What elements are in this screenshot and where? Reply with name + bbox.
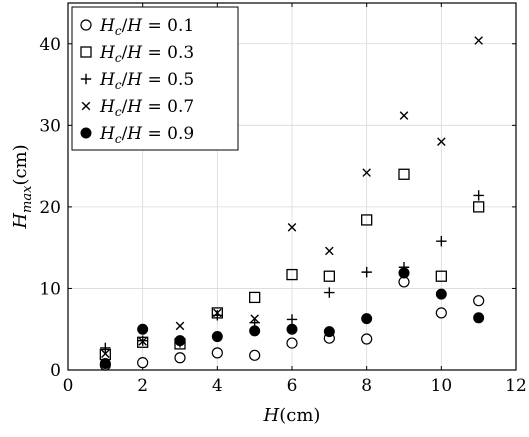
x-tick-label: 10 bbox=[431, 376, 453, 396]
data-point bbox=[137, 357, 149, 369]
series-1 bbox=[99, 168, 485, 361]
legend-marker bbox=[81, 101, 91, 111]
data-point bbox=[101, 349, 110, 358]
data-point bbox=[361, 214, 373, 226]
legend: Hc/H = 0.1 Hc/H = 0.3 Hc/H = 0.5 Hc/H = 0.7… bbox=[71, 6, 239, 151]
y-tick-label: 20 bbox=[39, 198, 61, 218]
data-point bbox=[473, 295, 485, 307]
data-point bbox=[174, 335, 186, 347]
data-point bbox=[212, 310, 223, 321]
y-tick-label: 40 bbox=[39, 35, 61, 55]
data-point bbox=[324, 287, 335, 298]
y-axis-label: Hmax(cm) bbox=[10, 144, 35, 229]
data-point bbox=[286, 314, 298, 325]
legend-label: Hc/H = 0.7 bbox=[99, 97, 194, 119]
x-tick-label: 12 bbox=[505, 376, 527, 396]
data-point bbox=[361, 266, 372, 278]
x-axis-label: H(cm) bbox=[263, 405, 321, 426]
data-point bbox=[437, 137, 446, 146]
x-tick-label: 8 bbox=[361, 376, 372, 396]
legend-marker bbox=[80, 73, 92, 85]
x-tick-label: 6 bbox=[287, 376, 298, 396]
data-point bbox=[286, 323, 298, 335]
legend-label: Hc/H = 0.1 bbox=[99, 16, 194, 38]
series-4 bbox=[99, 267, 485, 369]
legend-box bbox=[71, 6, 239, 151]
data-point bbox=[99, 357, 111, 369]
plot-frame bbox=[67, 2, 517, 371]
data-point bbox=[399, 111, 409, 120]
legend-label: Hc/H = 0.5 bbox=[99, 70, 194, 92]
data-point bbox=[211, 331, 223, 343]
data-point bbox=[323, 270, 335, 282]
data-point bbox=[474, 36, 483, 45]
legend-label: Hc/H = 0.9 bbox=[99, 124, 194, 146]
y-tick-label: 10 bbox=[39, 279, 61, 299]
data-point bbox=[398, 168, 410, 180]
series-3 bbox=[101, 36, 483, 358]
data-point bbox=[100, 342, 111, 354]
data-point bbox=[325, 246, 334, 256]
data-point bbox=[361, 333, 373, 345]
data-point bbox=[473, 190, 484, 201]
y-tick-label: 0 bbox=[50, 361, 61, 381]
x-tick-label: 2 bbox=[137, 376, 148, 396]
y-tick-label: 30 bbox=[39, 116, 61, 136]
data-point bbox=[436, 235, 447, 247]
data-point bbox=[138, 337, 147, 346]
data-point bbox=[361, 313, 373, 325]
legend-label: Hc/H = 0.3 bbox=[99, 43, 194, 65]
data-point bbox=[473, 201, 485, 213]
data-point bbox=[362, 168, 371, 177]
data-point bbox=[435, 270, 447, 282]
x-tick-label: 4 bbox=[212, 376, 223, 396]
data-point bbox=[286, 337, 298, 349]
data-point bbox=[249, 349, 261, 361]
data-point bbox=[249, 325, 261, 337]
data-point bbox=[323, 326, 335, 338]
data-point bbox=[473, 312, 485, 324]
data-point bbox=[435, 288, 447, 300]
data-point bbox=[211, 347, 223, 359]
x-tick-label: 0 bbox=[63, 376, 74, 396]
data-point bbox=[249, 291, 261, 304]
data-point bbox=[287, 222, 297, 232]
data-points bbox=[99, 36, 485, 371]
data-point bbox=[137, 323, 149, 335]
data-point bbox=[174, 352, 186, 364]
legend-marker bbox=[80, 127, 92, 139]
data-point bbox=[213, 308, 222, 318]
legend-marker bbox=[80, 46, 92, 58]
data-point bbox=[398, 267, 410, 279]
data-point bbox=[435, 307, 447, 319]
tick-labels: 0 2 4 6 8 10 12 0 10 20 30 40 bbox=[39, 35, 526, 396]
data-point bbox=[286, 268, 298, 281]
data-point bbox=[175, 321, 185, 331]
data-point bbox=[250, 314, 259, 323]
legend-marker bbox=[80, 19, 92, 31]
